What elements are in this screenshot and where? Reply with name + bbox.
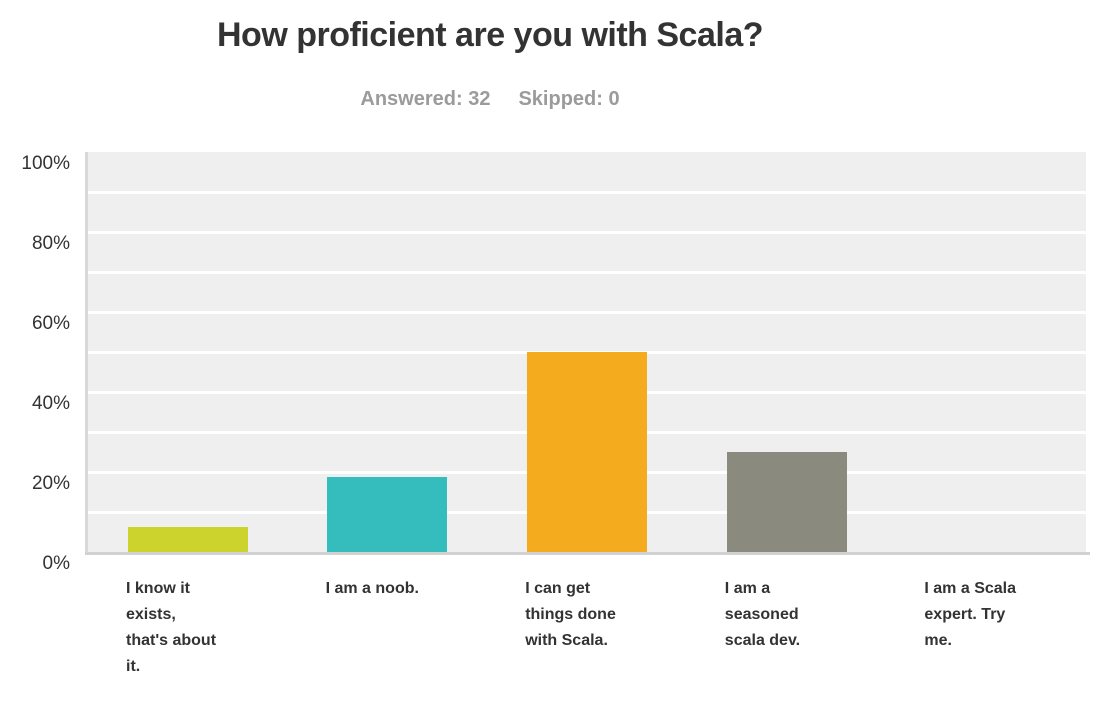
bar-2	[327, 477, 448, 552]
gridline	[88, 271, 1086, 274]
chart-subtitle: Answered: 32 Skipped: 0	[0, 88, 980, 111]
plot-area	[88, 152, 1086, 552]
x-category-label: I can get things done with Scala.	[525, 580, 616, 649]
gridline	[88, 231, 1086, 234]
y-axis: 100% 80% 60% 40% 20% 0%	[0, 0, 70, 710]
skipped-count: Skipped: 0	[518, 88, 620, 110]
bar-4	[726, 452, 847, 552]
x-category-label: I am a Scala expert. Try me.	[924, 580, 1017, 649]
y-tick-label: 40%	[31, 393, 70, 414]
y-tick-label: 20%	[31, 473, 70, 494]
x-category-label: I am a noob.	[325, 580, 419, 597]
gridline	[88, 311, 1086, 314]
bar-1	[127, 527, 248, 552]
y-tick-label: 80%	[31, 233, 70, 254]
y-axis-border	[85, 152, 88, 552]
y-tick-label: 60%	[31, 313, 70, 334]
x-category-label: I am a seasoned scala dev.	[724, 580, 801, 649]
page-title: How proficient are you with Scala?	[217, 16, 764, 54]
answered-count: Answered: 32	[360, 88, 491, 110]
x-axis-line	[85, 552, 1090, 555]
gridline	[88, 191, 1086, 194]
y-tick-label: 0%	[42, 553, 70, 574]
y-tick-label: 100%	[21, 153, 70, 174]
x-category-label: I know it exists, that's about it.	[126, 580, 217, 675]
bar-3	[527, 352, 647, 552]
